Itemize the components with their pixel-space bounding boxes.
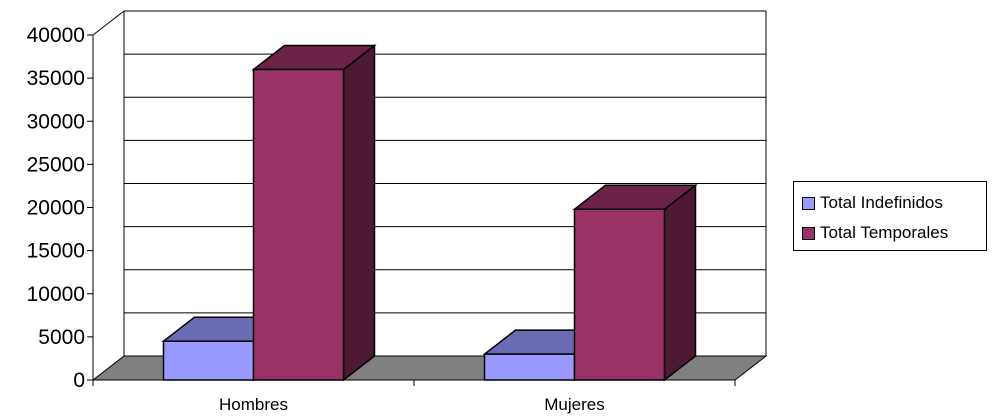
side-wall-top-edge bbox=[92, 10, 125, 36]
y-tick-label: 35000 bbox=[27, 67, 85, 90]
bar-side bbox=[342, 43, 376, 382]
bar bbox=[483, 353, 576, 381]
legend-label-indefinidos: Total Indefinidos bbox=[820, 193, 943, 212]
legend-item-temporales: Total Temporales bbox=[802, 223, 948, 243]
legend-swatch-temporales bbox=[802, 226, 815, 240]
bar bbox=[252, 68, 345, 381]
y-tick-label: 25000 bbox=[27, 153, 85, 176]
y-tick-label: 20000 bbox=[27, 197, 85, 220]
legend: Total Indefinidos Total Temporales bbox=[793, 181, 987, 251]
x-tick-label: Hombres bbox=[219, 395, 288, 414]
legend-label-temporales: Total Temporales bbox=[820, 223, 949, 242]
legend-item-indefinidos: Total Indefinidos bbox=[802, 193, 943, 213]
y-tick-label: 0 bbox=[73, 369, 85, 392]
y-tick-label: 15000 bbox=[27, 240, 85, 263]
bar bbox=[573, 208, 666, 381]
y-tick-label: 40000 bbox=[27, 24, 85, 47]
bar-side bbox=[663, 183, 697, 382]
x-tick-label: Mujeres bbox=[544, 395, 604, 414]
y-tick-label: 30000 bbox=[27, 110, 85, 133]
y-tick-label: 10000 bbox=[27, 283, 85, 306]
bar bbox=[162, 340, 255, 381]
y-tick-label: 5000 bbox=[38, 326, 85, 349]
legend-swatch-indefinidos bbox=[802, 196, 815, 210]
